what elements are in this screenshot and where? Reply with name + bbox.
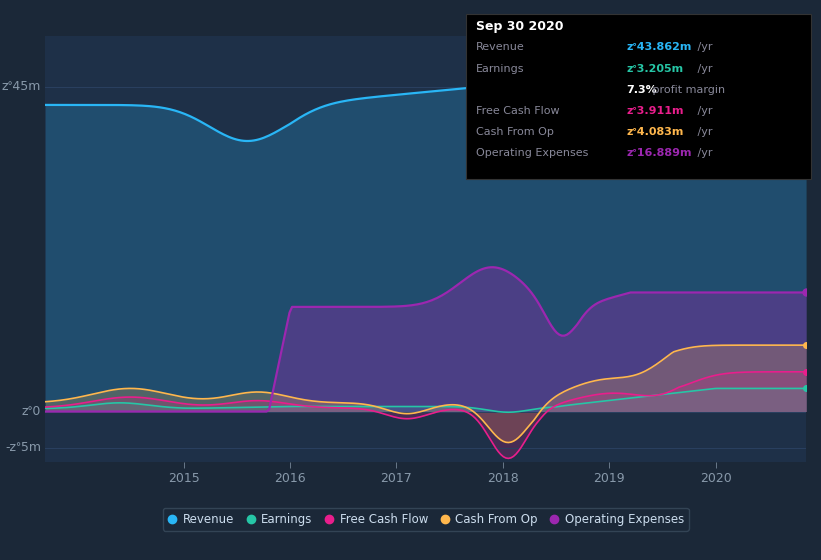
Text: /yr: /yr xyxy=(694,43,713,53)
Text: Revenue: Revenue xyxy=(476,43,525,53)
Text: /yr: /yr xyxy=(694,106,713,116)
Text: Operating Expenses: Operating Expenses xyxy=(476,148,589,158)
Text: zᐤ45m: zᐤ45m xyxy=(2,81,41,94)
Text: zᐤ0: zᐤ0 xyxy=(22,405,41,418)
Text: zᐤ16.889m: zᐤ16.889m xyxy=(626,148,692,158)
Text: /yr: /yr xyxy=(694,148,713,158)
Text: Free Cash Flow: Free Cash Flow xyxy=(476,106,560,116)
Text: /yr: /yr xyxy=(694,127,713,137)
Text: zᐤ4.083m: zᐤ4.083m xyxy=(626,127,684,137)
Text: /yr: /yr xyxy=(694,64,713,73)
Text: 7.3%: 7.3% xyxy=(626,85,657,95)
Text: zᐤ3.205m: zᐤ3.205m xyxy=(626,64,684,73)
Text: -zᐤ5m: -zᐤ5m xyxy=(6,441,41,454)
Text: Earnings: Earnings xyxy=(476,64,525,73)
Text: zᐤ43.862m: zᐤ43.862m xyxy=(626,43,692,53)
Text: zᐤ3.911m: zᐤ3.911m xyxy=(626,106,684,116)
Legend: Revenue, Earnings, Free Cash Flow, Cash From Op, Operating Expenses: Revenue, Earnings, Free Cash Flow, Cash … xyxy=(163,508,689,530)
Text: Sep 30 2020: Sep 30 2020 xyxy=(476,20,564,32)
Text: Cash From Op: Cash From Op xyxy=(476,127,554,137)
Text: profit margin: profit margin xyxy=(649,85,726,95)
